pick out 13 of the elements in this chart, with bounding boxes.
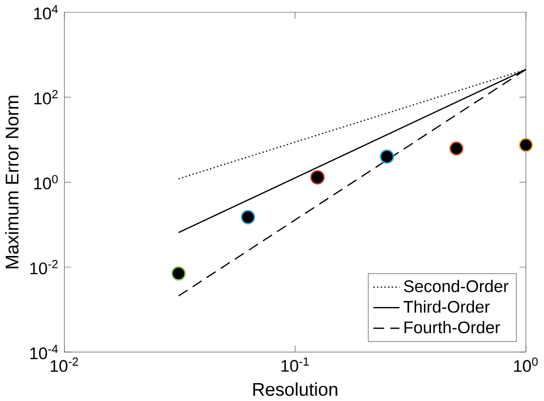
y-tick-label: 10$^{-2}$ (30, 260, 58, 274)
y-axis-title: Maximum Error Norm (5, 96, 19, 268)
legend-label: Third-Order (404, 300, 490, 313)
y-tick-label: 10$^{0}$ (34, 174, 58, 190)
y-tick-label: 10$^{4}$ (34, 5, 58, 20)
x-tick-label: 10$^{-2}$ (50, 357, 78, 372)
legend-label: Fourth-Order (404, 321, 500, 334)
x-tick-label: 10$^{0}$ (514, 357, 538, 372)
legend-label: Second-Order (404, 280, 508, 292)
x-tick-label: 10$^{-1}$ (281, 357, 309, 372)
y-tick-label: 10$^{-4}$ (30, 344, 58, 360)
y-tick-label: 10$^{2}$ (34, 90, 58, 104)
x-axis-title: Resolution (253, 382, 338, 396)
